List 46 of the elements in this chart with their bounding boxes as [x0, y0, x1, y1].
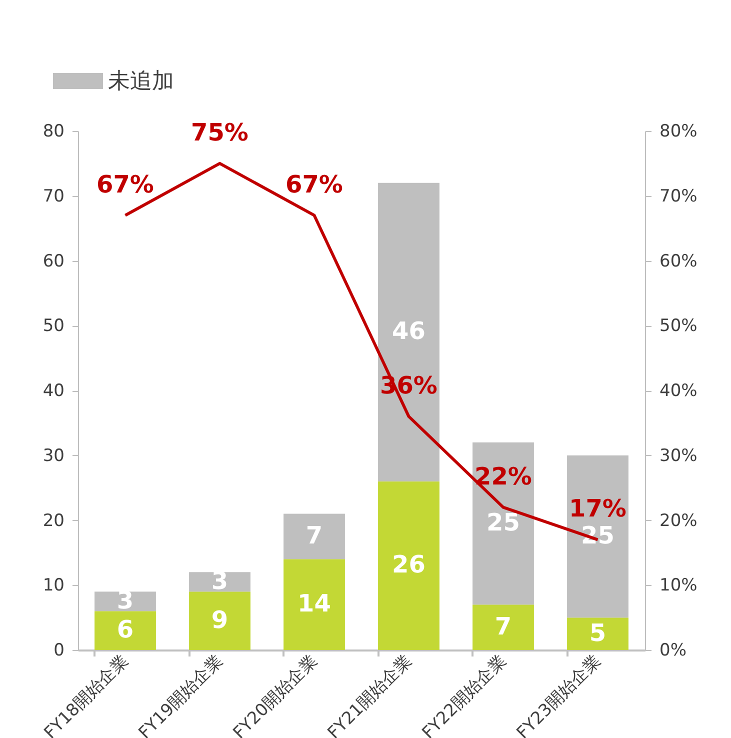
y-tick-label: 30 [42, 446, 64, 466]
bar [378, 182, 440, 482]
bar [94, 611, 156, 650]
y-tick-label: 50 [42, 316, 64, 336]
data-label: 25 [581, 521, 614, 550]
y-tick-label: 70 [42, 186, 64, 206]
y2-tick-label: 0% [660, 640, 686, 660]
data-label: 14 [298, 590, 331, 618]
bar [284, 514, 345, 560]
data-label: 75% [191, 118, 248, 146]
data-label: 26 [392, 550, 426, 579]
data-label: 3 [116, 586, 134, 614]
data-label: 46 [392, 317, 426, 346]
y-tick-label: 0 [54, 640, 64, 660]
y2-tick-label: 50% [660, 316, 698, 336]
y2-tick-label: 20% [660, 510, 698, 531]
bar [567, 455, 628, 618]
bar [472, 604, 534, 650]
data-label: 6 [116, 616, 134, 644]
y-tick-label: 10 [42, 576, 64, 596]
data-label: 67% [96, 170, 154, 198]
data-label: 7 [494, 612, 512, 640]
bar [472, 442, 534, 605]
data-label: 67% [286, 170, 343, 198]
y2-tick-label: 80% [660, 122, 698, 142]
y2-tick-label: 30% [660, 446, 698, 466]
y2-tick-label: 60% [660, 251, 698, 272]
y2-tick-label: 10% [660, 576, 698, 596]
data-label: 7 [306, 521, 323, 550]
bar [189, 592, 250, 650]
y-tick-label: 40 [42, 381, 64, 401]
data-label: 22% [474, 462, 532, 490]
bar [567, 618, 628, 650]
data-label: 5 [589, 618, 606, 647]
data-label: 3 [211, 566, 228, 595]
data-label: 9 [211, 606, 228, 634]
bar [284, 559, 345, 650]
bar [378, 481, 440, 650]
legend-label: 未追加 [108, 69, 174, 94]
y-tick-label: 20 [42, 510, 64, 531]
y2-tick-label: 40% [660, 381, 698, 401]
y2-tick-label: 70% [660, 186, 698, 206]
y-tick-label: 80 [42, 122, 64, 142]
data-label: 25 [486, 508, 520, 536]
data-label: 17% [569, 494, 626, 523]
y-tick-label: 60 [42, 251, 64, 272]
